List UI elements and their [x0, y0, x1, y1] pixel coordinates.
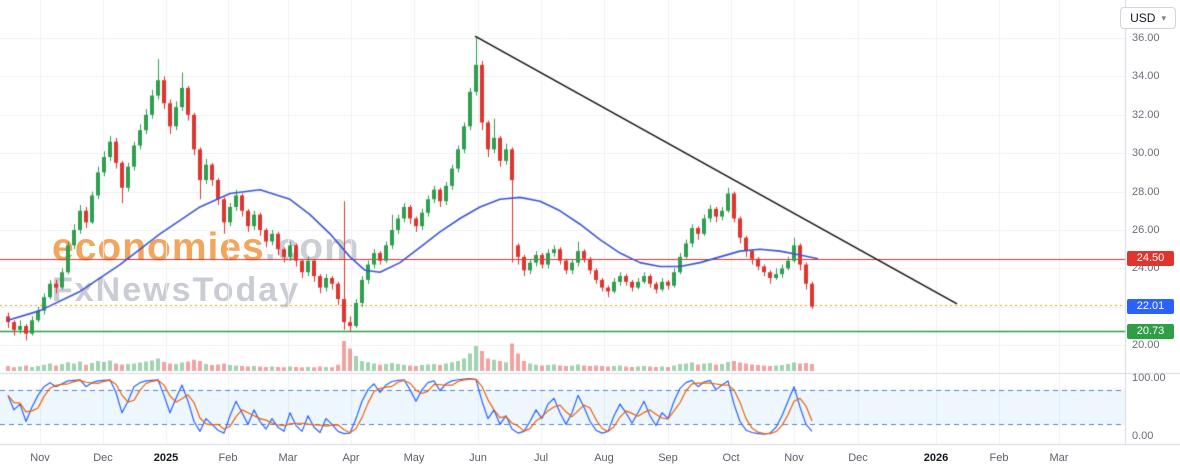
price-tick-label: 30.00 [1132, 147, 1160, 160]
time-axis-label: Nov [30, 452, 50, 464]
time-axis[interactable]: Nov Dec 2025 Feb Mar Apr May Jun Jul Aug Sep Oct Nov… [0, 444, 1180, 476]
support-price-badge: 20.73 [1127, 323, 1174, 339]
time-axis-label: Aug [594, 452, 614, 464]
price-tick-label: 28.00 [1132, 185, 1160, 198]
time-axis-label: Mar [1049, 452, 1069, 464]
time-axis-label: Sep [658, 452, 678, 464]
currency-label: USD [1130, 11, 1156, 25]
time-axis-label: Oct [722, 452, 740, 464]
time-axis-label: Jun [469, 452, 487, 464]
time-axis-label: 2026 [923, 452, 949, 464]
time-axis-label: Jul [533, 452, 549, 464]
price-tick-label: 20.00 [1132, 339, 1160, 352]
chevron-down-icon: ▾ [1161, 12, 1166, 23]
time-axis-label: Apr [342, 452, 360, 464]
time-axis-label: 2025 [153, 452, 179, 464]
price-tick-label: 34.00 [1132, 70, 1160, 83]
time-axis-label: Dec [93, 452, 113, 464]
time-axis-label: Dec [848, 452, 868, 464]
time-axis-label: Mar [278, 452, 298, 464]
resistance-price-badge: 24.50 [1127, 251, 1174, 267]
time-axis-label: May [403, 452, 425, 464]
price-tick-label: 32.00 [1132, 108, 1160, 121]
time-axis-label: Feb [218, 452, 238, 464]
oscillator-tick-label: 0.00 [1132, 430, 1154, 442]
time-axis-label: Nov [784, 452, 804, 464]
oscillator-tick-label: 100.00 [1132, 372, 1166, 384]
price-tick-label: 36.00 [1132, 32, 1160, 44]
last-price-badge: 22.01 [1127, 299, 1174, 315]
price-axis[interactable]: 24.50 22.01 20.73 36.00 34.00 32.00 30.00 28… [1125, 0, 1180, 444]
time-axis-label: Feb [989, 452, 1009, 464]
price-tick-label: 26.00 [1132, 224, 1160, 236]
currency-dropdown[interactable]: USD ▾ [1120, 7, 1176, 29]
